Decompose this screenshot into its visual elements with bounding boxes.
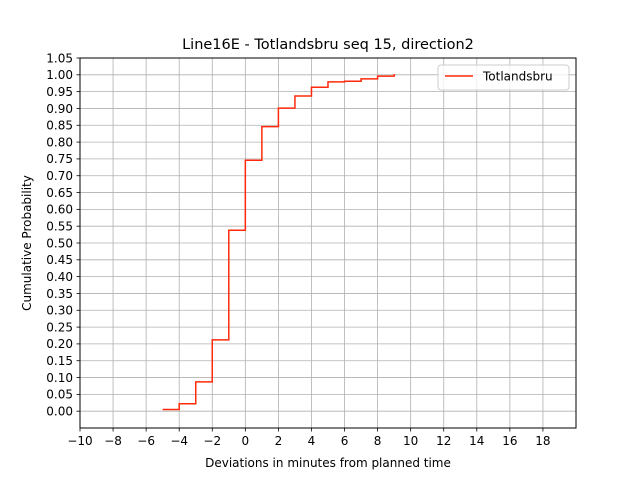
x-tick-label: −4 [170, 434, 188, 448]
x-tick-label: −8 [104, 434, 122, 448]
x-tick-label: 8 [374, 434, 382, 448]
legend-box [437, 64, 570, 91]
y-tick-label: 0.70 [46, 169, 73, 183]
x-tick-label: 12 [436, 434, 451, 448]
y-tick-label: 1.00 [46, 68, 73, 82]
y-tick-label: 0.85 [46, 119, 73, 133]
legend-label: Totlandsbru [482, 70, 553, 84]
x-tick-label: −10 [67, 434, 92, 448]
y-tick-label: 0.40 [46, 270, 73, 284]
y-tick-label: 0.75 [46, 152, 73, 166]
data-layer [162, 74, 396, 411]
y-tick-label: 1.05 [46, 51, 73, 65]
y-tick-label: 0.95 [46, 85, 73, 99]
y-tick-label: 0.15 [46, 354, 73, 368]
series-line-totlandsbru [162, 74, 396, 411]
axis-ticks: −10 −8 −6 −4 −2 0 2 4 6 8 10 12 14 16 18 0.00 0.05 0.10 0.… [46, 51, 550, 448]
x-tick-label: −2 [203, 434, 221, 448]
y-tick-label: 0.25 [46, 320, 73, 334]
y-tick-label: 0.05 [46, 388, 73, 402]
legend: Totlandsbru [437, 64, 570, 91]
x-tick-label: 14 [469, 434, 484, 448]
y-tick-label: 0.45 [46, 253, 73, 267]
x-tick-label: 2 [275, 434, 283, 448]
x-tick-label: 6 [341, 434, 349, 448]
y-tick-label: 0.65 [46, 186, 73, 200]
y-tick-label: 0.50 [46, 236, 73, 250]
y-tick-label: 0.55 [46, 219, 73, 233]
x-tick-label: 0 [242, 434, 250, 448]
y-tick-label: 0.20 [46, 337, 73, 351]
y-tick-label: 0.10 [46, 371, 73, 385]
y-tick-label: 0.30 [46, 304, 73, 318]
y-tick-label: 0.00 [46, 404, 73, 418]
y-tick-label: 0.90 [46, 102, 73, 116]
y-tick-label: 0.35 [46, 287, 73, 301]
x-axis-label: Deviations in minutes from planned time [205, 456, 451, 470]
x-tick-label: 18 [535, 434, 550, 448]
x-tick-label: −6 [137, 434, 155, 448]
y-tick-label: 0.80 [46, 135, 73, 149]
x-tick-label: 4 [308, 434, 316, 448]
x-tick-label: 16 [502, 434, 517, 448]
x-tick-label: 10 [403, 434, 418, 448]
y-tick-label: 0.60 [46, 203, 73, 217]
y-axis-label: Cumulative Probability [20, 175, 34, 311]
chart-title: Line16E - Totlandsbru seq 15, direction2 [182, 37, 474, 53]
